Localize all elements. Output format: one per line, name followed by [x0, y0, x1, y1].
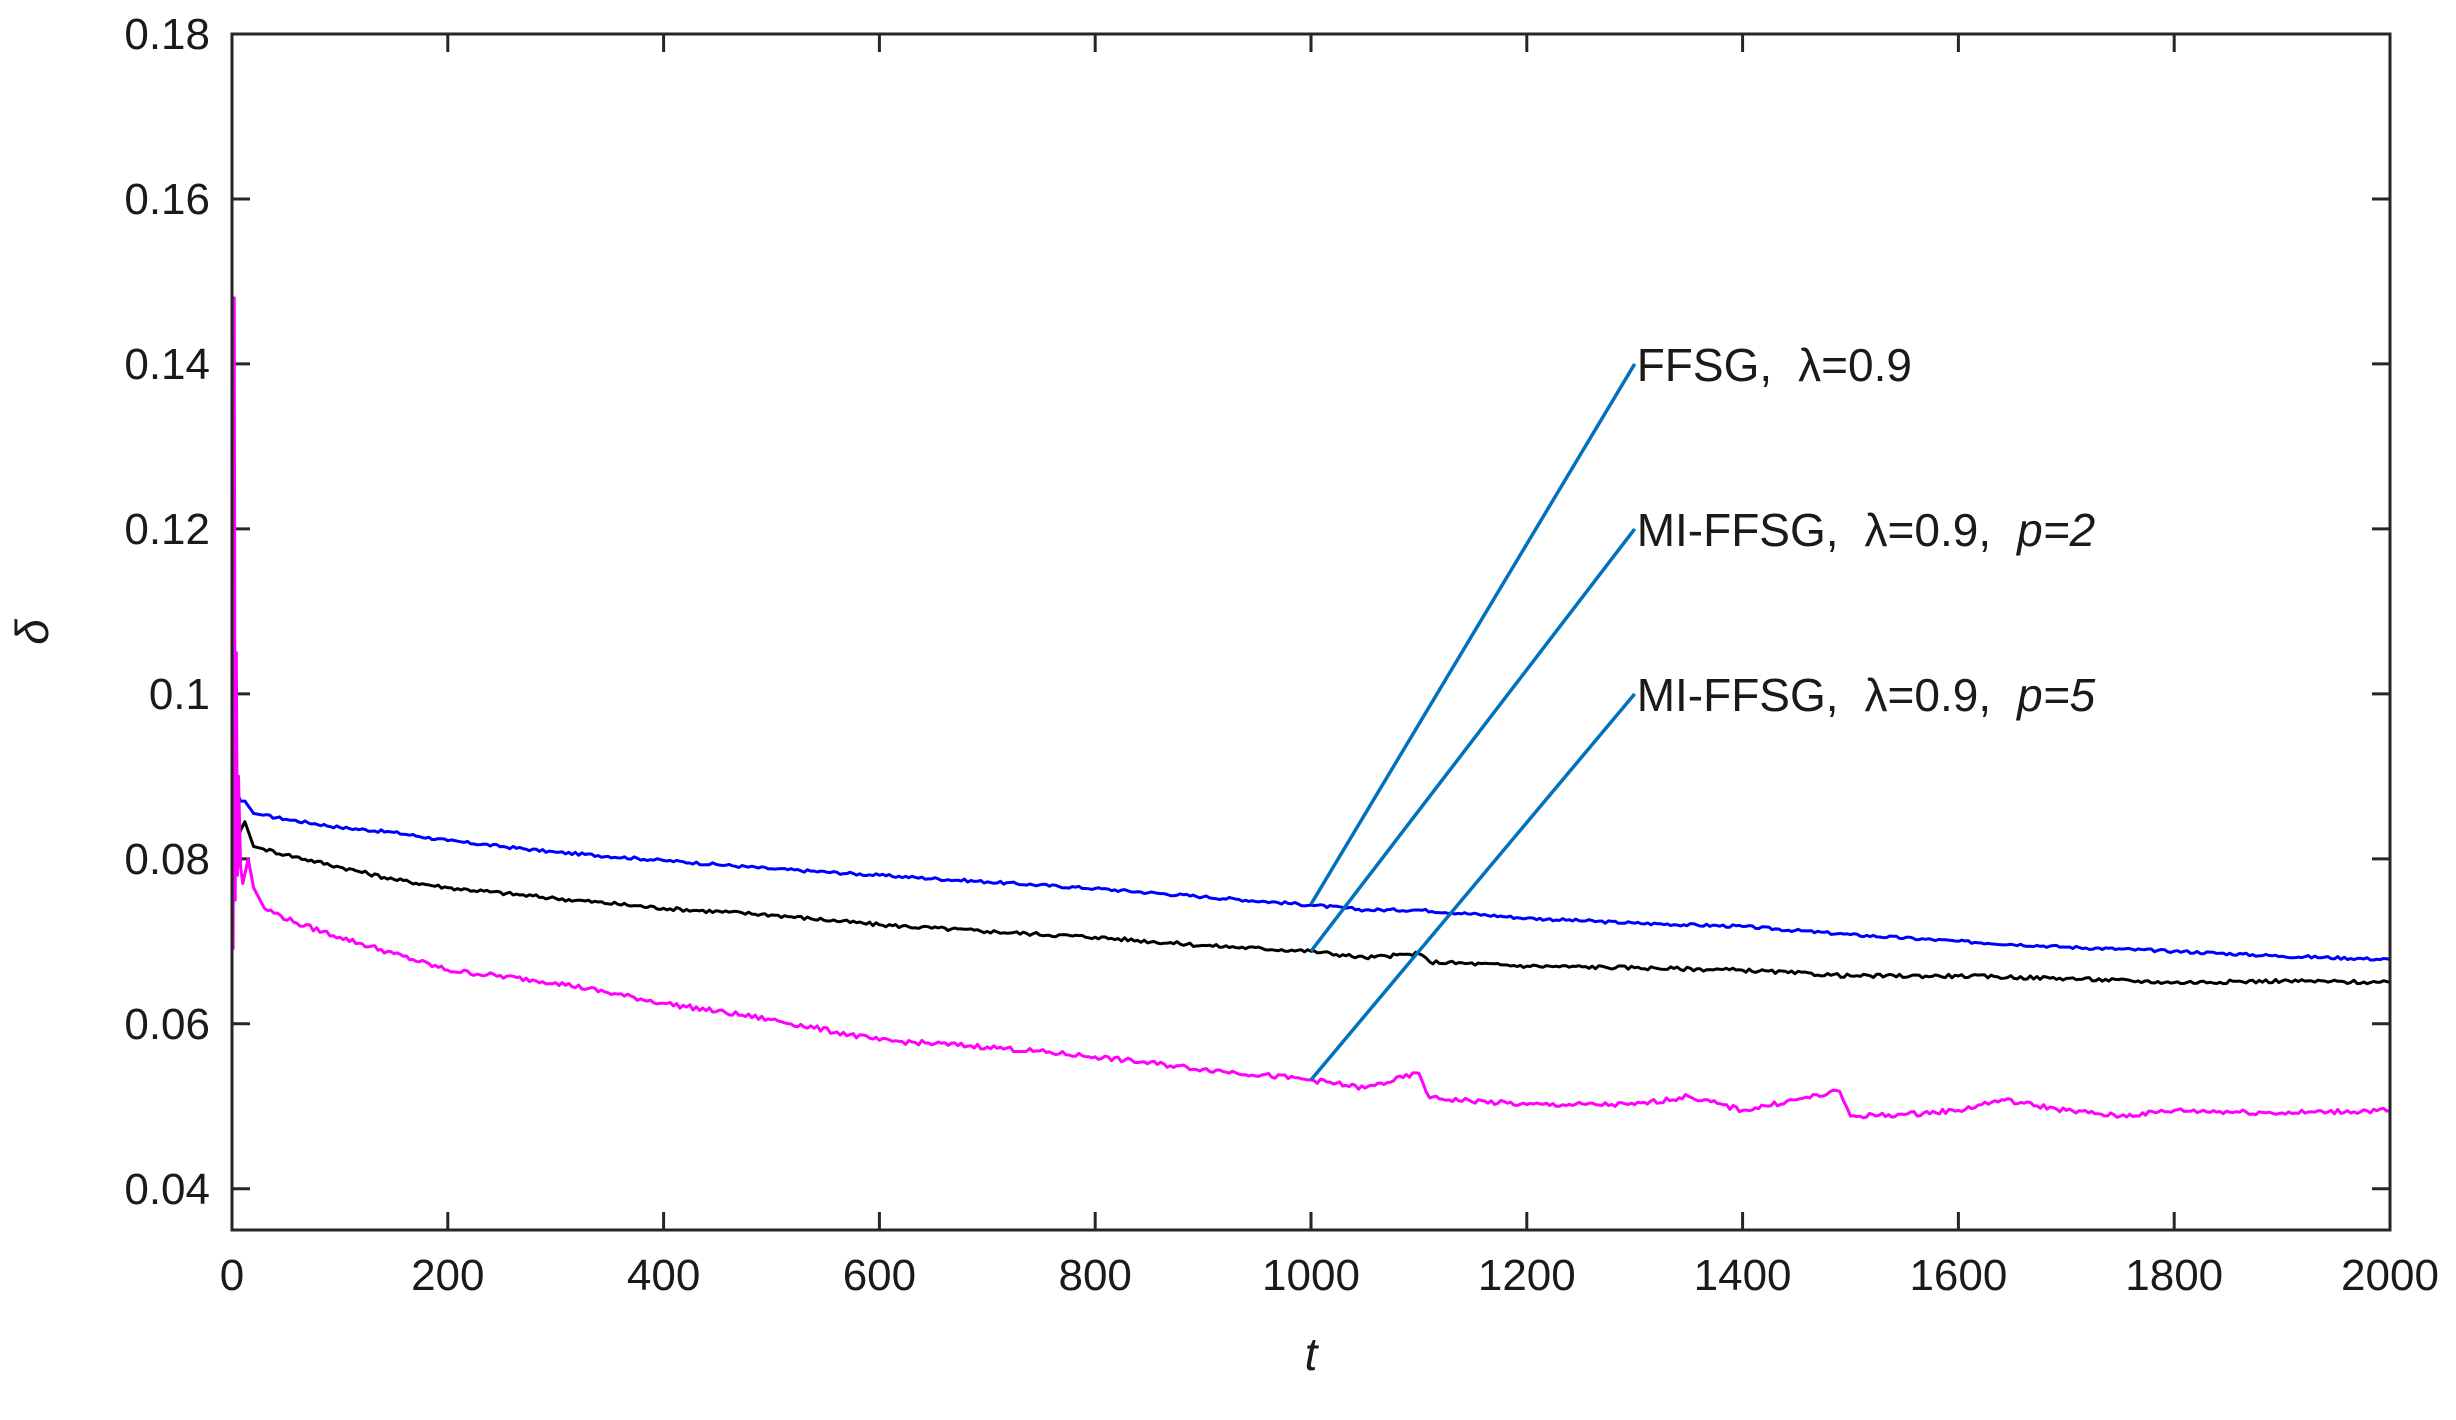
x-tick-label: 1200 — [1478, 1251, 1576, 1300]
y-tick-label: 0.06 — [124, 1000, 210, 1049]
y-tick-label: 0.18 — [124, 10, 210, 59]
y-tick-label: 0.1 — [149, 670, 210, 719]
annotation-label-3: MI-FFSG, λ=0.9, p=5 — [1637, 669, 2096, 721]
x-tick-label: 1800 — [2125, 1251, 2223, 1300]
series-lines — [231, 296, 2391, 1120]
annotation-name: FFSG, — [1637, 339, 1772, 391]
annotation-label-1: FFSG, λ=0.9 — [1637, 339, 1912, 391]
annotation-p: p=5 — [2015, 669, 2095, 721]
x-axis-label: t — [1305, 1328, 1320, 1380]
annotation-leader-line — [1309, 527, 1637, 953]
x-tick-label: 800 — [1058, 1251, 1131, 1300]
annotations: FFSG, λ=0.9 MI-FFSG, λ=0.9, p=2 MI-FFSG, λ=0.9… — [1309, 339, 2096, 1082]
x-tick-label: 1000 — [1262, 1251, 1360, 1300]
x-tick-label: 600 — [843, 1251, 916, 1300]
y-tick-label: 0.16 — [124, 175, 210, 224]
x-tick-label: 200 — [411, 1251, 484, 1300]
annotation-name: MI-FFSG, — [1637, 504, 1839, 556]
x-tick-label: 2000 — [2341, 1251, 2439, 1300]
y-tick-label: 0.04 — [124, 1165, 210, 1214]
y-axis-label: δ — [6, 619, 58, 645]
y-tick-label: 0.08 — [124, 835, 210, 884]
x-tick-label: 1400 — [1694, 1251, 1792, 1300]
annotation-label-2: MI-FFSG, λ=0.9, p=2 — [1637, 504, 2095, 556]
x-tick-label: 1600 — [1909, 1251, 2007, 1300]
series-line-3 — [231, 296, 2391, 1120]
x-tick-label: 400 — [627, 1251, 700, 1300]
tick-labels: 0 200 400 600 800 1000 1200 1400 1600 1800 2000 0.0… — [124, 10, 2439, 1300]
plot-frame — [230, 32, 2392, 1232]
series-line-2 — [231, 759, 2391, 986]
annotation-leader-line — [1309, 363, 1637, 906]
axis-ticks — [230, 32, 2392, 1230]
y-tick-label: 0.12 — [124, 505, 210, 554]
annotation-lambda: λ=0.9, — [1865, 669, 1992, 721]
series-line-1 — [231, 735, 2391, 962]
annotation-name: MI-FFSG, — [1637, 669, 1839, 721]
x-tick-label: 0 — [220, 1251, 244, 1300]
y-tick-label: 0.14 — [124, 340, 210, 389]
annotation-lambda: λ=0.9, — [1865, 504, 1992, 556]
annotation-leader-line — [1309, 692, 1637, 1082]
annotation-lambda: λ=0.9 — [1798, 339, 1912, 391]
annotation-p: p=2 — [2015, 504, 2095, 556]
